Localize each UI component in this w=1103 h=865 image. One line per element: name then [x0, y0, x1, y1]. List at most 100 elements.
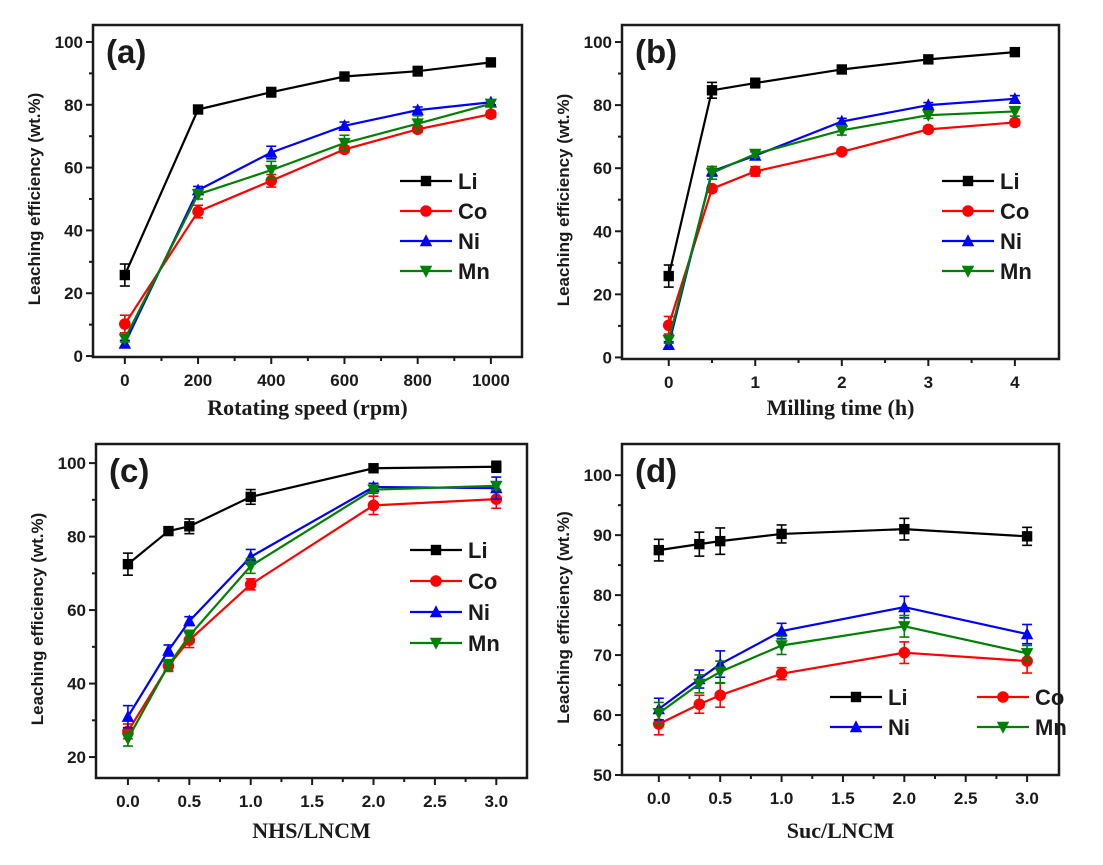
point-ni: [1008, 92, 1022, 105]
point-li: [836, 64, 847, 75]
point-mn: [749, 148, 762, 161]
legend-item-mn: Mn: [400, 259, 490, 284]
y-tick-label: 60: [593, 159, 612, 178]
line-mn: [126, 484, 497, 740]
legend-label: Li: [888, 685, 908, 710]
point-co: [244, 578, 257, 591]
legend-label: Ni: [458, 229, 480, 254]
point-co: [714, 689, 727, 702]
x-tick-label: 0: [664, 373, 673, 392]
legend-label: Mn: [1000, 259, 1032, 284]
point-mn: [1020, 648, 1034, 660]
point-ni: [775, 624, 788, 637]
legend-label: Mn: [1035, 715, 1067, 740]
line-mn: [658, 625, 1028, 715]
legend-label: Li: [1000, 169, 1020, 194]
legend-label: Co: [1000, 199, 1029, 224]
point-co: [775, 667, 788, 680]
y-tick-label: 40: [64, 221, 83, 240]
point-co: [192, 205, 204, 218]
y-tick-label: 80: [593, 96, 612, 115]
series-li: [119, 57, 497, 287]
point-li: [715, 535, 726, 547]
legend-marker-li: [962, 175, 974, 187]
x-tick-label: 2.0: [893, 789, 917, 808]
point-co: [898, 646, 911, 659]
point-ni: [183, 614, 196, 627]
point-ni: [411, 103, 424, 116]
point-ni: [121, 709, 135, 722]
point-co: [485, 108, 497, 121]
point-li: [368, 463, 379, 474]
legend-label: Mn: [468, 631, 500, 656]
legend-marker-li: [420, 175, 432, 187]
line-co: [667, 121, 1015, 326]
y-tick-label: 60: [593, 706, 612, 725]
point-mn: [183, 630, 196, 643]
y-tick-label: 60: [67, 601, 86, 620]
point-mn: [898, 621, 911, 633]
x-tick-label: 1.5: [300, 792, 324, 811]
legend-item-li: Li: [942, 169, 1020, 194]
line-ni: [658, 605, 1028, 710]
x-tick-label: 0.0: [116, 792, 140, 811]
point-ni: [835, 114, 848, 127]
point-li: [485, 57, 497, 68]
y-tick-label: 0: [603, 348, 612, 367]
point-mn: [162, 659, 175, 672]
y-tick-label: 50: [593, 766, 612, 785]
point-ni: [338, 119, 351, 132]
legend-label: Li: [468, 538, 488, 563]
y-axis-title: Leaching efficiency (wt.%): [28, 513, 47, 726]
series-co: [653, 641, 1033, 736]
legend-marker-li: [850, 691, 862, 703]
plot-frame: [94, 442, 529, 780]
legend-label: Ni: [1000, 229, 1022, 254]
series-co: [662, 116, 1021, 335]
legend-label: Co: [458, 199, 487, 224]
x-tick-label: 2.0: [362, 792, 386, 811]
x-tick-label: 0.0: [647, 789, 671, 808]
series-li: [122, 460, 502, 576]
y-tick-label: 100: [58, 454, 86, 473]
point-co: [119, 318, 131, 330]
point-ni: [265, 145, 278, 158]
point-ni: [162, 643, 175, 656]
point-li: [184, 521, 195, 532]
legend: Li Co Ni Mn: [410, 538, 500, 656]
point-mn: [244, 560, 257, 573]
legend-item-ni: Ni: [942, 229, 1022, 254]
x-tick-label: 0: [120, 371, 129, 390]
legend-marker-co: [962, 205, 974, 217]
point-mn: [411, 118, 424, 131]
series-mn: [662, 105, 1022, 347]
panel-b: 0 20 40 60 80 100 0 1 2 3 4 Leaching efficiency (wt…: [554, 23, 1061, 420]
x-tick-label: 1.0: [239, 792, 263, 811]
legend-item-ni: Ni: [830, 715, 910, 740]
legend-item-co: Co: [977, 685, 1064, 710]
point-mn: [662, 334, 675, 347]
point-li: [899, 523, 910, 535]
legend-label: Co: [468, 569, 497, 594]
point-li: [266, 87, 277, 98]
x-tick-label: 400: [257, 371, 285, 390]
legend-item-mn: Mn: [942, 259, 1032, 284]
point-li: [245, 491, 256, 503]
legend-item-co: Co: [400, 199, 487, 224]
y-axis-title: Leaching efficiency (wt.%): [554, 511, 573, 724]
x-tick-label: 0.5: [178, 792, 202, 811]
y-tick-label: 80: [64, 96, 83, 115]
legend-item-ni: Ni: [400, 229, 480, 254]
series-mn: [652, 614, 1034, 725]
legend: Li Co Ni Mn: [400, 169, 490, 284]
point-mn: [367, 484, 380, 497]
point-ni: [1020, 627, 1034, 640]
x-tick-label: 1: [751, 373, 760, 392]
legend-marker-mn: [961, 265, 975, 278]
point-mn: [118, 333, 132, 346]
point-co: [367, 499, 380, 512]
x-tick-label: 600: [330, 371, 358, 390]
point-co: [922, 123, 935, 136]
point-mn: [693, 678, 706, 691]
point-li: [706, 85, 718, 96]
